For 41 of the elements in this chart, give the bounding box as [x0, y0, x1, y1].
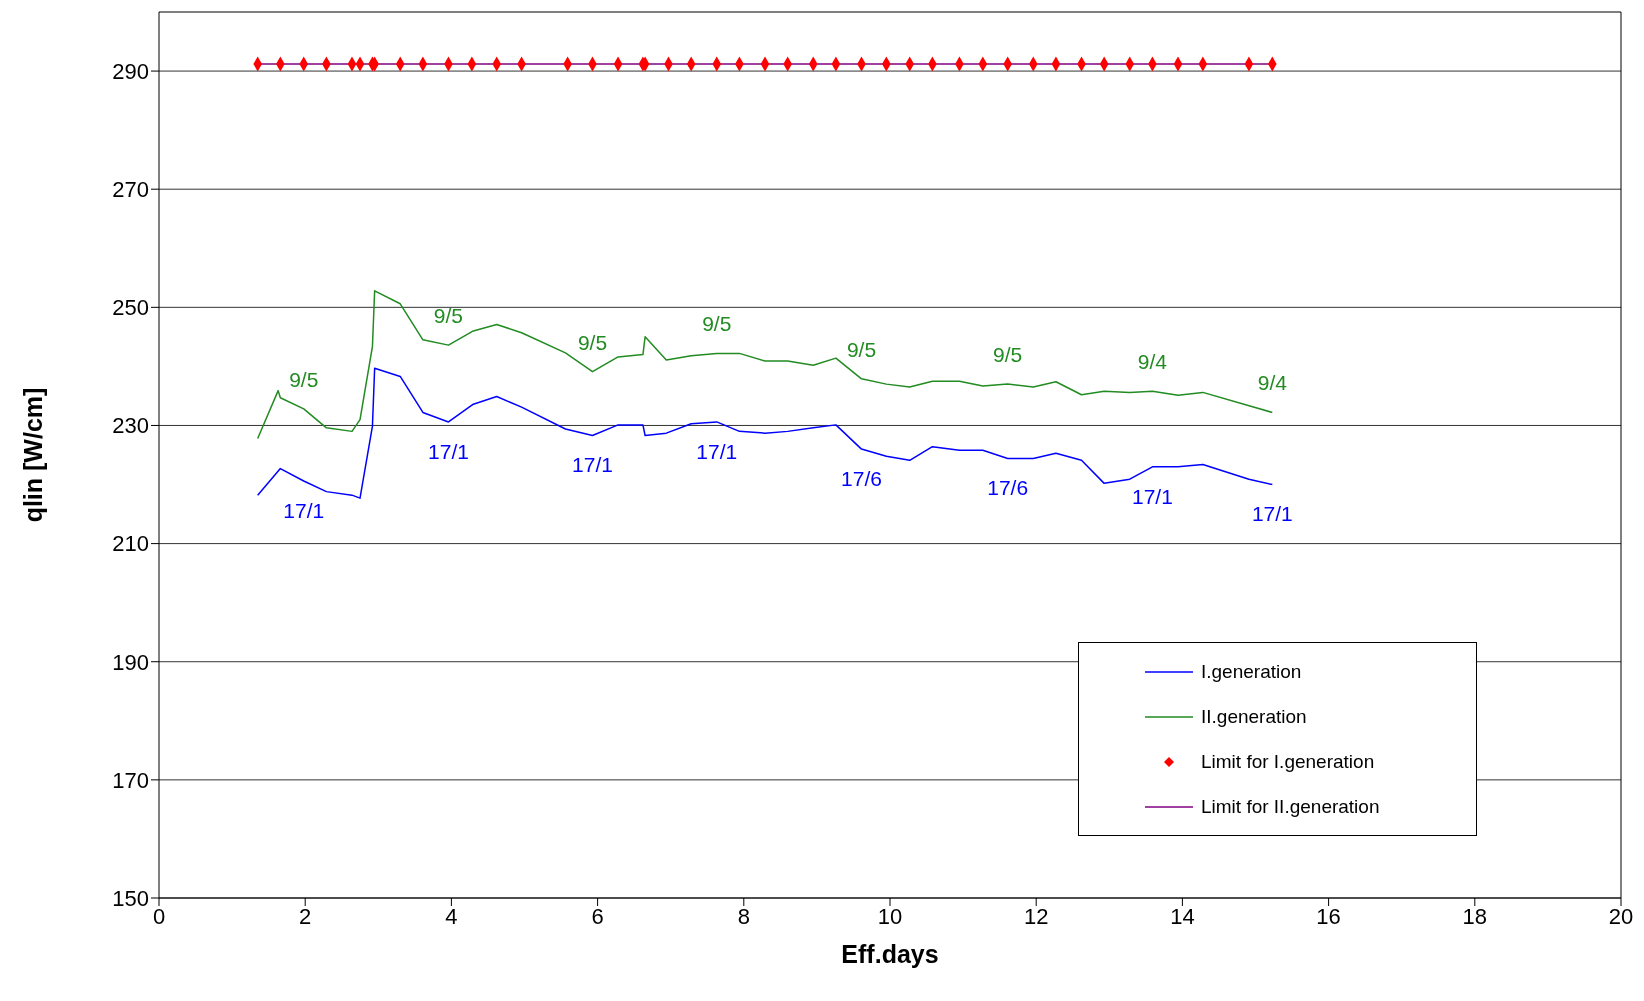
x-tick-label: 2	[299, 903, 312, 929]
x-tick-label: 6	[591, 903, 604, 929]
annotation: 9/5	[289, 367, 319, 391]
x-tick-label: 16	[1316, 903, 1341, 929]
x-tick-label: 4	[445, 903, 458, 929]
annotation: 17/6	[841, 467, 882, 490]
annotation: 9/5	[577, 330, 608, 354]
y-tick-label: 290	[112, 58, 149, 84]
annotation: 17/1	[1251, 502, 1293, 526]
annotation: 9/5	[433, 304, 464, 328]
x-tick-label: 8	[737, 903, 750, 929]
annotation: 17/1	[696, 439, 738, 463]
annotation: 17/1	[572, 453, 613, 477]
y-tick-label: 250	[112, 295, 149, 321]
annotation: 17/1	[1131, 484, 1173, 508]
y-tick-label: 190	[112, 649, 149, 675]
y-tick-label: 150	[112, 885, 149, 911]
x-tick-label: 20	[1608, 903, 1634, 929]
annotation: 9/5	[993, 343, 1023, 367]
y-tick-label: 170	[112, 767, 149, 793]
annotation: 17/1	[428, 439, 469, 463]
annotation: 9/4	[1137, 350, 1168, 374]
y-axis-title: qlin [W/cm]	[18, 387, 47, 523]
annotation: 17/6	[987, 476, 1029, 500]
legend-label: II.generation	[1201, 705, 1307, 728]
x-axis-title: Eff.days	[841, 940, 939, 968]
legend-label: Limit for II.generation	[1201, 795, 1380, 818]
y-tick-label: 210	[112, 531, 149, 557]
annotation: 9/5	[702, 312, 732, 336]
x-tick-label: 10	[877, 903, 903, 929]
legend-label: Limit for I.generation	[1201, 750, 1375, 773]
annotation: 9/4	[1257, 371, 1288, 395]
x-tick-label: 14	[1170, 903, 1195, 929]
legend-label: I.generation	[1201, 660, 1302, 683]
annotation: 17/1	[283, 498, 325, 522]
x-tick-label: 0	[152, 903, 166, 929]
x-tick-label: 12	[1023, 903, 1049, 929]
x-tick-label: 18	[1462, 903, 1488, 929]
y-tick-label: 230	[112, 413, 149, 439]
y-tick-label: 270	[112, 177, 149, 203]
annotation: 9/5	[846, 337, 877, 361]
